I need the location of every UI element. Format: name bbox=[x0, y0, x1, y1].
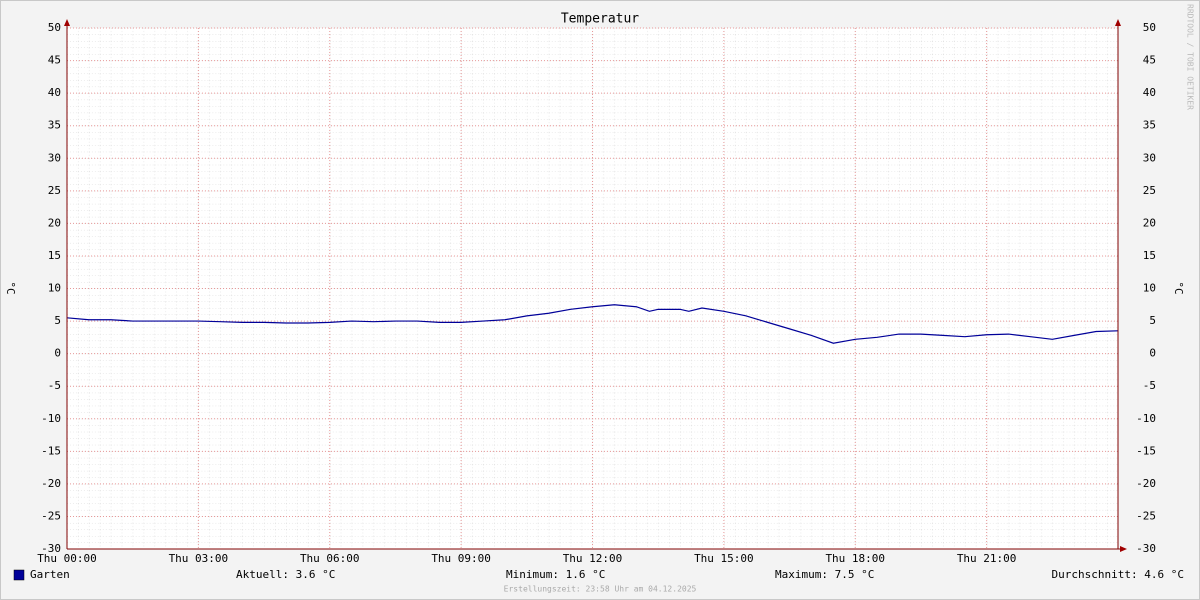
y2-tick-label: 30 bbox=[1143, 151, 1156, 164]
stat: Durchschnitt: 4.6 °C bbox=[1052, 568, 1184, 581]
y-tick-label: 10 bbox=[48, 282, 61, 295]
y2-tick-label: 0 bbox=[1149, 347, 1156, 360]
y2-tick-label: 35 bbox=[1143, 119, 1156, 132]
y-tick-label: -30 bbox=[41, 542, 61, 555]
y2-tick-label: -10 bbox=[1136, 412, 1156, 425]
y-tick-label: 30 bbox=[48, 151, 61, 164]
plot bbox=[66, 304, 1119, 344]
y2-tick-label: -25 bbox=[1136, 509, 1156, 522]
x-tick-label: Thu 00:00 bbox=[37, 552, 97, 565]
y2-axis-label: °C bbox=[1172, 281, 1185, 294]
y2-tick-label: -15 bbox=[1136, 444, 1156, 457]
y-tick-label: -15 bbox=[41, 444, 61, 457]
y-tick-label: -25 bbox=[41, 509, 61, 522]
y-tick-label: 0 bbox=[54, 347, 61, 360]
y2-tick-label: 50 bbox=[1143, 21, 1156, 34]
y-tick-label: 20 bbox=[48, 216, 61, 229]
data-line bbox=[66, 304, 1119, 344]
y-tick-label: -20 bbox=[41, 477, 61, 490]
y-tick-label: 45 bbox=[48, 54, 61, 67]
y-tick-label: 15 bbox=[48, 249, 61, 262]
footer: Erstellungszeit: 23:58 Uhr am 04.12.2025 bbox=[504, 585, 697, 594]
y2-tick-label: 10 bbox=[1143, 282, 1156, 295]
y-tick-label: 40 bbox=[48, 86, 61, 99]
y2-tick-label: -30 bbox=[1136, 542, 1156, 555]
y2-tick-label: 25 bbox=[1143, 184, 1156, 197]
x-tick-label: Thu 06:00 bbox=[300, 552, 360, 565]
y2-tick-label: -5 bbox=[1143, 379, 1156, 392]
y-tick-label: -5 bbox=[48, 379, 61, 392]
x-tick-label: Thu 09:00 bbox=[431, 552, 491, 565]
y-tick-label: 25 bbox=[48, 184, 61, 197]
y2-tick-label: -20 bbox=[1136, 477, 1156, 490]
grid bbox=[66, 27, 1118, 550]
y-axis-label: °C bbox=[4, 281, 17, 294]
y2-tick-label: 45 bbox=[1143, 54, 1156, 67]
y2-tick-label: 40 bbox=[1143, 86, 1156, 99]
x-tick-label: Thu 18:00 bbox=[825, 552, 885, 565]
stat: Minimum: 1.6 °C bbox=[506, 568, 605, 581]
y-tick-label: -10 bbox=[41, 412, 61, 425]
y2-tick-label: 15 bbox=[1143, 249, 1156, 262]
y2-tick-label: 5 bbox=[1149, 314, 1156, 327]
x-tick-label: Thu 03:00 bbox=[169, 552, 229, 565]
legend-swatch bbox=[13, 569, 25, 581]
stat: Maximum: 7.5 °C bbox=[775, 568, 874, 581]
legend-label: Garten bbox=[30, 568, 70, 581]
y-tick-label: 5 bbox=[54, 314, 61, 327]
chart-title: Temperatur bbox=[561, 12, 639, 27]
y2-tick-label: 20 bbox=[1143, 216, 1156, 229]
x-tick-label: Thu 21:00 bbox=[957, 552, 1017, 565]
x-tick-label: Thu 12:00 bbox=[563, 552, 623, 565]
x-tick-label: Thu 15:00 bbox=[694, 552, 754, 565]
y-tick-label: 50 bbox=[48, 21, 61, 34]
watermark: RRDTOOL / TOBI OETIKER bbox=[1186, 4, 1195, 110]
y-tick-label: 35 bbox=[48, 119, 61, 132]
stat: Aktuell: 3.6 °C bbox=[236, 568, 335, 581]
